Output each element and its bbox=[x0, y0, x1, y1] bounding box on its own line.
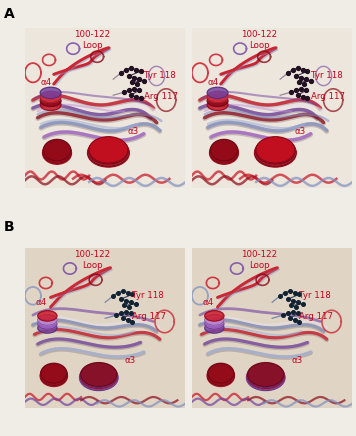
Ellipse shape bbox=[248, 363, 284, 386]
Ellipse shape bbox=[88, 139, 129, 167]
Ellipse shape bbox=[205, 311, 224, 321]
Ellipse shape bbox=[43, 141, 71, 163]
Text: Loop: Loop bbox=[249, 41, 269, 51]
Text: α4: α4 bbox=[207, 78, 218, 87]
Text: 100-122: 100-122 bbox=[241, 30, 277, 39]
Ellipse shape bbox=[40, 99, 61, 110]
Text: α3: α3 bbox=[125, 356, 136, 365]
Text: B: B bbox=[4, 220, 14, 234]
Ellipse shape bbox=[80, 363, 117, 388]
Ellipse shape bbox=[256, 137, 295, 163]
Ellipse shape bbox=[40, 95, 61, 106]
Ellipse shape bbox=[89, 137, 128, 164]
Text: Tyr 118: Tyr 118 bbox=[132, 291, 164, 300]
Ellipse shape bbox=[81, 363, 117, 386]
Ellipse shape bbox=[79, 365, 118, 391]
Ellipse shape bbox=[80, 364, 117, 388]
Ellipse shape bbox=[207, 366, 235, 387]
Ellipse shape bbox=[255, 138, 296, 166]
Ellipse shape bbox=[208, 363, 234, 383]
Ellipse shape bbox=[207, 91, 228, 102]
Text: Tyr 118: Tyr 118 bbox=[299, 291, 331, 300]
Ellipse shape bbox=[40, 366, 68, 387]
Ellipse shape bbox=[247, 363, 284, 388]
Ellipse shape bbox=[208, 364, 234, 384]
Text: α4: α4 bbox=[40, 78, 51, 87]
Ellipse shape bbox=[256, 137, 295, 164]
Ellipse shape bbox=[210, 141, 238, 163]
Ellipse shape bbox=[205, 323, 224, 333]
Ellipse shape bbox=[40, 91, 61, 102]
Ellipse shape bbox=[207, 99, 228, 110]
Ellipse shape bbox=[208, 365, 234, 385]
Ellipse shape bbox=[40, 87, 61, 99]
Ellipse shape bbox=[247, 364, 284, 388]
Text: Arg 117: Arg 117 bbox=[311, 92, 345, 101]
Ellipse shape bbox=[43, 140, 71, 162]
Text: α4: α4 bbox=[202, 298, 214, 307]
Ellipse shape bbox=[38, 319, 57, 329]
Ellipse shape bbox=[43, 142, 72, 164]
Ellipse shape bbox=[38, 323, 57, 333]
Ellipse shape bbox=[88, 138, 129, 165]
Ellipse shape bbox=[205, 315, 224, 325]
Ellipse shape bbox=[210, 140, 237, 161]
Text: Loop: Loop bbox=[82, 261, 103, 270]
Ellipse shape bbox=[88, 138, 129, 166]
Ellipse shape bbox=[255, 139, 296, 167]
Ellipse shape bbox=[207, 95, 228, 106]
Text: Tyr 118: Tyr 118 bbox=[144, 71, 176, 80]
Text: A: A bbox=[4, 7, 14, 20]
Text: α3: α3 bbox=[128, 126, 139, 136]
Ellipse shape bbox=[41, 365, 67, 385]
Ellipse shape bbox=[210, 140, 238, 162]
Ellipse shape bbox=[38, 315, 57, 325]
Ellipse shape bbox=[205, 319, 224, 329]
Text: Loop: Loop bbox=[249, 261, 269, 270]
Text: Arg 117: Arg 117 bbox=[144, 92, 178, 101]
Text: α4: α4 bbox=[35, 298, 47, 307]
Text: Tyr 118: Tyr 118 bbox=[311, 71, 342, 80]
Ellipse shape bbox=[89, 137, 128, 163]
Text: Arg 117: Arg 117 bbox=[132, 312, 167, 321]
Ellipse shape bbox=[210, 142, 239, 164]
Ellipse shape bbox=[43, 140, 70, 161]
Text: α3: α3 bbox=[295, 126, 306, 136]
Text: 100-122: 100-122 bbox=[74, 30, 110, 39]
Text: α3: α3 bbox=[292, 356, 303, 365]
Ellipse shape bbox=[246, 365, 285, 391]
Text: Loop: Loop bbox=[82, 41, 103, 51]
Ellipse shape bbox=[80, 364, 118, 389]
Ellipse shape bbox=[247, 364, 285, 389]
Text: 100-122: 100-122 bbox=[241, 250, 277, 259]
Ellipse shape bbox=[41, 363, 67, 383]
Text: Arg 117: Arg 117 bbox=[299, 312, 334, 321]
Ellipse shape bbox=[38, 311, 57, 321]
Ellipse shape bbox=[207, 87, 228, 99]
Text: 100-122: 100-122 bbox=[74, 250, 110, 259]
Ellipse shape bbox=[255, 138, 295, 165]
Ellipse shape bbox=[41, 364, 67, 384]
